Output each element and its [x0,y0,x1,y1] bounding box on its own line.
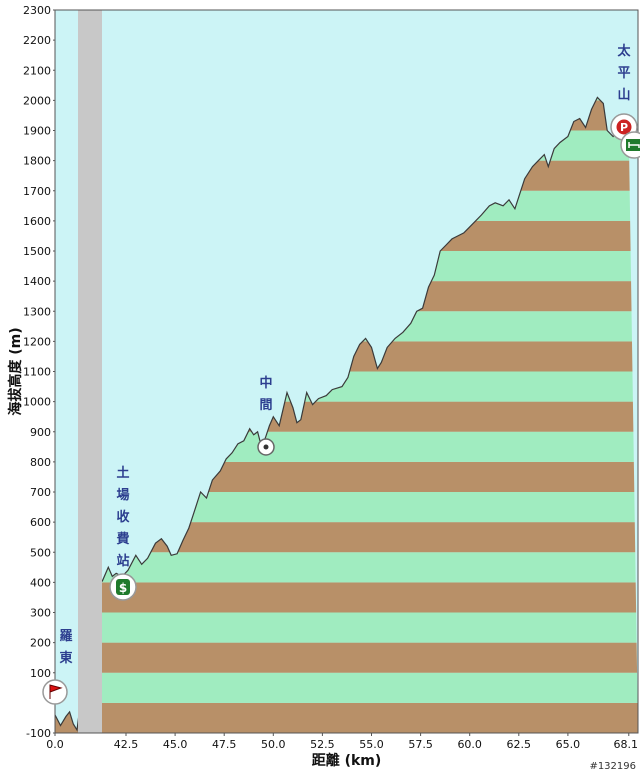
y-tick-label: 700 [30,486,51,499]
y-tick-label: 1000 [23,396,51,409]
y-tick-label: 900 [30,426,51,439]
parking-icon-shape [615,118,633,136]
x-tick-label: 65.0 [556,738,581,751]
y-tick-label: 2000 [23,94,51,107]
axis-break-bar [78,10,102,733]
poi-label: 土場收費站 [116,465,130,569]
x-tick-label: 50.0 [261,738,286,751]
y-tick-label: 1900 [23,125,51,138]
y-tick-label: 2300 [23,4,51,17]
elevation-band [55,552,638,583]
lodging-icon-bed [628,142,640,148]
y-tick-label: 800 [30,456,51,469]
watermark: #132196 [589,761,636,772]
flag-icon-shape [49,684,63,699]
poi-label: 中間 [259,375,272,413]
y-axis-label: 海拔高度 (m) [7,327,24,415]
y-tick-label: 200 [30,637,51,650]
flag-icon [42,679,68,705]
x-tick-label: 57.5 [408,738,433,751]
poi-label: 羅東 [59,629,72,666]
y-tick-label: 100 [30,667,51,680]
x-tick-label: 47.5 [212,738,237,751]
elevation-band [55,702,638,733]
y-tick-label: 300 [30,607,51,620]
elevation-band [55,642,638,673]
x-axis-label: 距離 (km) [312,752,382,769]
elevation-band [55,582,638,613]
y-tick-label: 1700 [23,185,51,198]
elevation-band [55,612,638,643]
y-tick-label: 1600 [23,215,51,228]
x-tick-label: 0.0 [46,738,64,751]
toll-station-icon-shape [116,579,130,595]
y-tick-label: 1300 [23,305,51,318]
y-tick-label: -100 [26,727,51,740]
y-tick-label: 2200 [23,34,51,47]
x-tick-label: 60.0 [457,738,482,751]
terrain-outline [54,96,630,732]
y-tick-label: 1400 [23,275,51,288]
y-tick-label: 500 [30,546,51,559]
y-tick-label: 1200 [23,335,51,348]
x-tick-label: 52.5 [310,738,335,751]
waypoint-icon-dot [263,444,269,450]
y-tick-label: 1800 [23,155,51,168]
toll-station-icon-glyph: $ [119,581,127,595]
y-tick-label: 600 [30,516,51,529]
elevation-band [55,672,638,703]
parking-icon-glyph: P [620,121,628,134]
y-tick-label: 1100 [23,366,51,379]
x-tick-label: 55.0 [359,738,384,751]
poi-label: 太平山 [616,43,631,103]
y-tick-label: 2100 [23,64,51,77]
x-tick-label: 68.1 [614,738,639,751]
x-tick-label: 62.5 [507,738,532,751]
x-tick-label: 42.5 [114,738,139,751]
y-tick-label: 1500 [23,245,51,258]
x-tick-label: 45.0 [163,738,188,751]
y-tick-label: 400 [30,576,51,589]
